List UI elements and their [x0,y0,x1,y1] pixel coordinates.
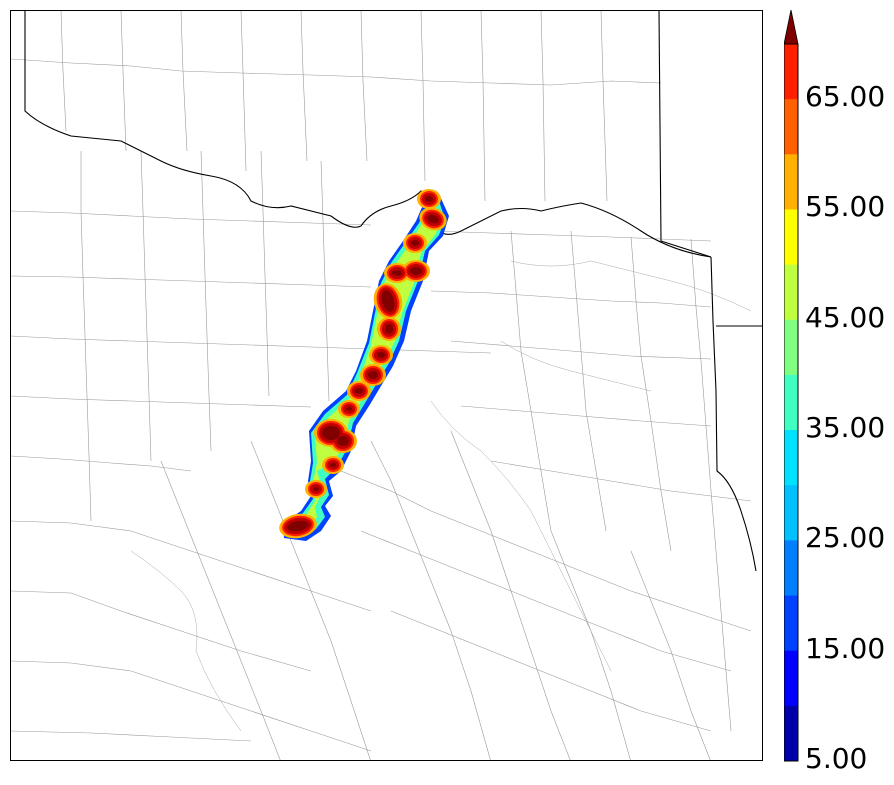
colorbar [784,10,799,762]
reflectivity-cell [381,290,395,312]
reflectivity-cell [322,426,340,440]
colorbar-bin [784,264,798,321]
colorbar-bin [784,650,798,707]
colorbar-bin [784,319,798,376]
colorbar-tick-label: 45.00 [805,300,886,334]
reflectivity-cell [346,407,352,411]
reflectivity-cell [410,267,422,275]
reflectivity-cell [392,270,402,276]
colorbar-outline [784,43,799,762]
map-canvas [11,11,762,760]
colorbar-tick-label: 15.00 [805,631,886,665]
colorbar-bin [784,374,798,431]
map-panel [10,10,763,761]
colorbar-tick-label: 65.00 [805,80,886,114]
state-boundaries [24,11,762,572]
reflectivity-cell [427,214,439,224]
colorbar-extend-arrow [784,10,799,45]
colorbar-tick-label: 55.00 [805,190,886,224]
reflectivity-cell [337,436,349,446]
colorbar-tick-label: 35.00 [805,411,886,445]
colorbar-tick-label: 25.00 [805,521,886,555]
colorbar-bin [784,44,798,100]
reflectivity-cell [330,463,336,467]
colorbar-bin [784,595,798,652]
rivers [130,260,752,732]
colorbar-segments [784,44,798,762]
reflectivity-cell [368,371,378,379]
reflectivity-cell [355,388,363,394]
reflectivity-cell [385,324,393,334]
colorbar-bin [784,154,798,210]
county-boundaries [11,11,752,760]
colorbar-bin [784,99,798,155]
reflectivity-cell [425,196,433,202]
reflectivity-swath [279,189,449,541]
colorbar-bin [784,430,798,486]
reflectivity-cell [287,520,309,532]
reflectivity-cell [313,487,319,491]
colorbar-bin [784,485,798,541]
colorbar-bin [784,540,798,597]
colorbar-bin [784,209,798,266]
reflectivity-cell [411,240,419,246]
colorbar-tick-label: 5.00 [805,742,868,775]
reflectivity-cell [377,352,385,358]
colorbar-bin [784,705,798,762]
